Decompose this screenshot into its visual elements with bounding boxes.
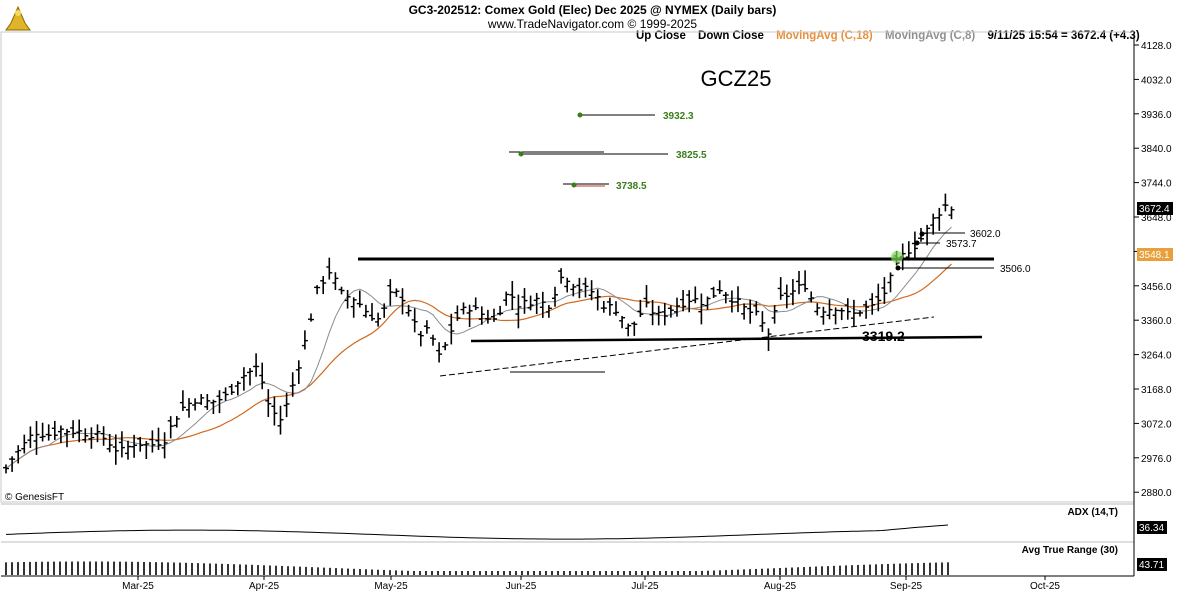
x-tick-label: Aug-25: [764, 581, 797, 592]
breakout-highlight: [891, 251, 903, 263]
ma8-path: [5, 226, 952, 469]
y-tick-label: 3264.0: [1141, 351, 1172, 362]
adx-path: [5, 524, 949, 540]
ma8-line: [5, 226, 952, 469]
annotations: [358, 112, 994, 377]
level-label-3573: 3573.7: [946, 239, 977, 250]
trade-navigator-logo: [5, 5, 31, 31]
target-label-3932: 3932.3: [663, 111, 694, 122]
y-tick-label: 3456.0: [1141, 282, 1172, 293]
legend: Up Close Down Close MovingAvg (C,18) Mov…: [636, 30, 1149, 42]
support-label: 3319.2: [862, 328, 905, 344]
target-dot: [577, 112, 583, 118]
y-tick-label: 3936.0: [1141, 110, 1172, 121]
chart-title: GC3-202512: Comex Gold (Elec) Dec 2025 @…: [408, 3, 777, 17]
ma-price-tag-text: 3548.1: [1139, 250, 1170, 261]
x-tick-label: Oct-25: [1030, 581, 1060, 592]
y-tick-label: 2880.0: [1141, 488, 1172, 499]
support-line: [470, 335, 983, 343]
x-tick-label: Sep-25: [890, 581, 923, 592]
target-label-3825: 3825.5: [676, 150, 707, 161]
y-tick-label: 3744.0: [1141, 179, 1172, 190]
level-label-3602: 3602.0: [970, 229, 1001, 240]
y-tick-label: 3360.0: [1141, 316, 1172, 327]
legend-up-close: Up Close: [636, 30, 686, 42]
atr-tag: [1137, 558, 1167, 571]
level-dot: [919, 231, 925, 237]
watermark: © GenesisFT: [5, 492, 64, 503]
adx-tag: [1137, 521, 1167, 534]
legend-quote: 9/11/25 15:54 = 3672.4 (+4.3): [987, 30, 1140, 42]
x-tick-label: Jun-25: [506, 581, 537, 592]
adx-line: [5, 524, 949, 540]
y-tick-label: 2976.0: [1141, 454, 1172, 465]
y-tick-label: 4128.0: [1141, 41, 1172, 52]
x-tick-label: Jul-25: [631, 581, 659, 592]
target-label-3738: 3738.5: [616, 181, 647, 192]
y-tick-label: 4032.0: [1141, 75, 1172, 86]
symbol-label: GCZ25: [701, 66, 772, 91]
level-dot: [914, 240, 920, 246]
y-axis: 4128.04032.03936.03840.03744.03648.03552…: [1134, 41, 1172, 499]
adx-title: ADX (14,T): [1067, 507, 1118, 518]
legend-ma18: MovingAvg (C,18): [776, 30, 873, 42]
ma-price-tag: [1137, 248, 1173, 261]
ohlc-bars: [3, 193, 955, 474]
x-tick-label: Mar-25: [122, 581, 154, 592]
x-tick-label: Apr-25: [249, 581, 279, 592]
level-dot: [895, 265, 901, 271]
ma18-path: [5, 263, 952, 469]
last-price-tag: [1137, 202, 1173, 215]
legend-down-close: Down Close: [698, 30, 764, 42]
x-axis: Mar-25 Apr-25 May-25 Jun-25 Jul-25 Aug-25 Sep-…: [122, 576, 1060, 592]
y-tick-label: 3648.0: [1141, 213, 1172, 224]
legend-ma8: MovingAvg (C,8): [884, 30, 976, 42]
target-dot: [571, 182, 577, 188]
y-tick-label: 3072.0: [1141, 419, 1172, 430]
rising-trendline: [439, 316, 935, 377]
atr-histogram: [5, 561, 949, 575]
last-price-tag-text: 3672.4: [1139, 204, 1170, 215]
y-tick-label: 3168.0: [1141, 385, 1172, 396]
target-dot: [518, 151, 524, 157]
ma18-line: [5, 263, 952, 469]
atr-tag-text: 43.71: [1139, 560, 1164, 571]
x-tick-label: May-25: [374, 581, 408, 592]
adx-tag-text: 36.34: [1139, 523, 1164, 534]
atr-title: Avg True Range (30): [1022, 545, 1118, 556]
level-label-3506: 3506.0: [1000, 264, 1031, 275]
copyright-text: www.TradeNavigator.com © 1999-2025: [487, 17, 698, 31]
y-tick-label: 3840.0: [1141, 144, 1172, 155]
